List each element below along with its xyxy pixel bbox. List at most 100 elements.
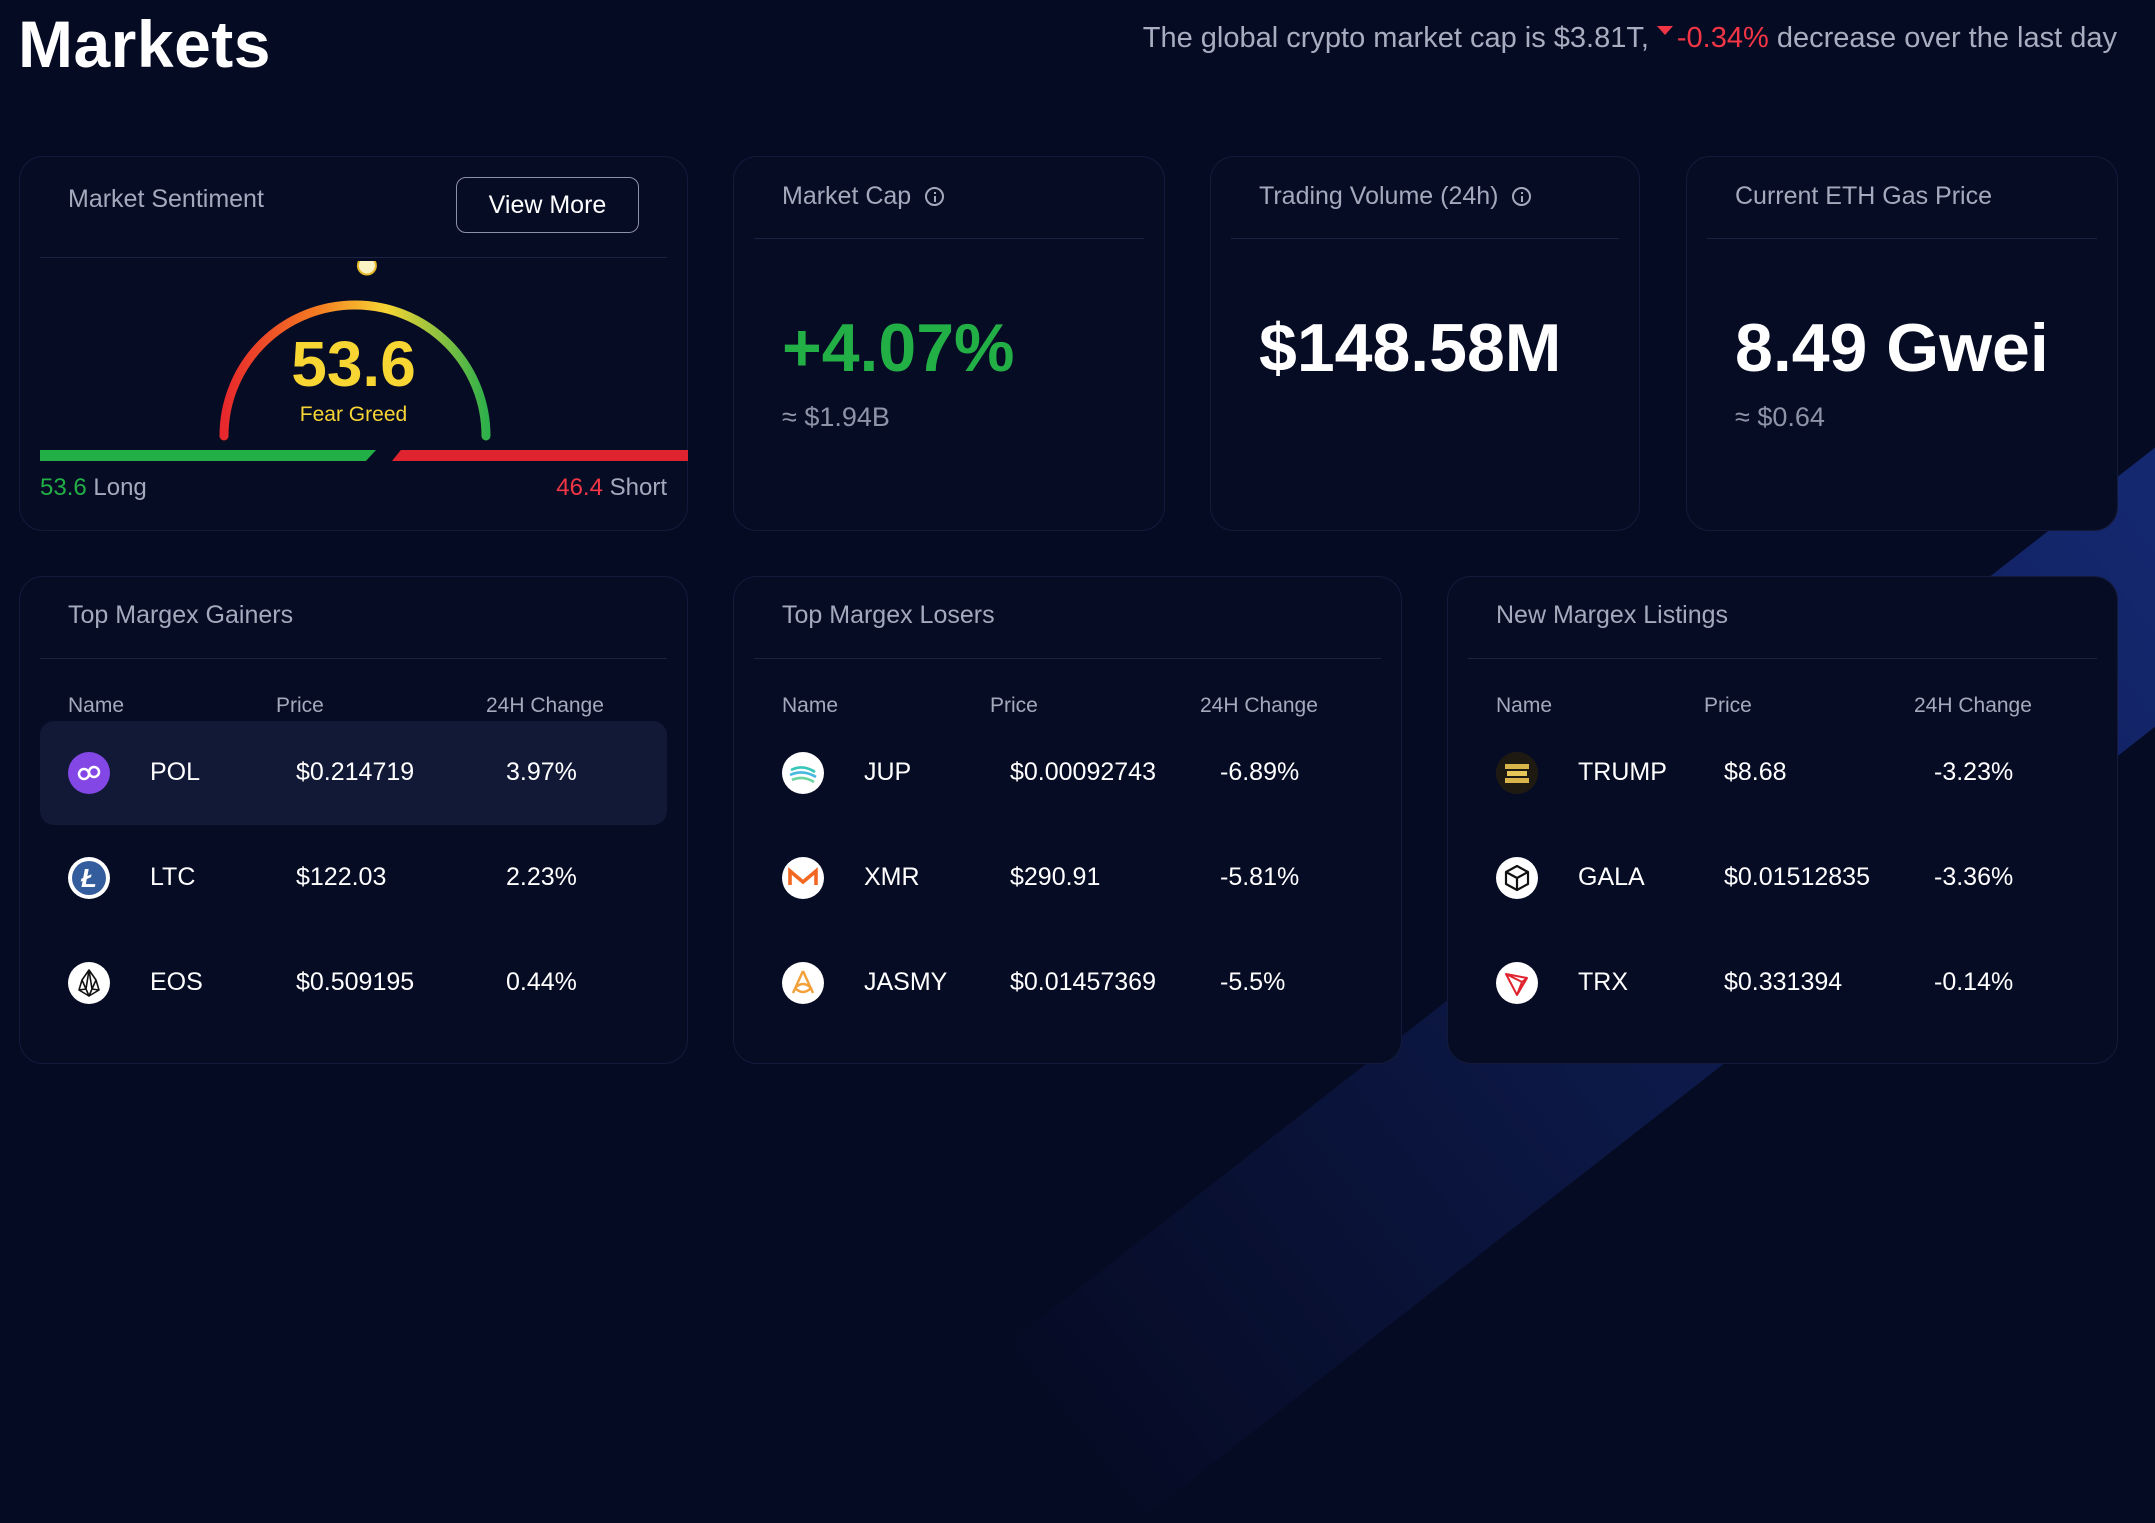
column-change-header: 24H Change bbox=[486, 694, 604, 717]
column-change-header: 24H Change bbox=[1914, 694, 2032, 717]
coin-price: $122.03 bbox=[296, 863, 387, 891]
short-value: 46.4 bbox=[556, 474, 603, 501]
card-header bbox=[1707, 157, 2097, 239]
table-row-pol[interactable]: POL $0.214719 3.97% bbox=[40, 721, 667, 825]
coin-change: -5.5% bbox=[1220, 968, 1286, 996]
page-title: Markets bbox=[18, 7, 271, 81]
info-icon[interactable] bbox=[925, 187, 945, 206]
gala-icon bbox=[1496, 857, 1538, 899]
sentiment-value: 53.6 bbox=[291, 328, 416, 400]
coin-change: 0.44% bbox=[506, 968, 577, 996]
card-title: Current ETH Gas Price bbox=[1735, 182, 1993, 210]
coin-price: $0.01512835 bbox=[1724, 863, 1870, 891]
coin-symbol: POL bbox=[150, 758, 201, 786]
gauge-indicator bbox=[356, 261, 377, 276]
long-ratio: 53.6 Long bbox=[40, 474, 147, 502]
coin-symbol: TRUMP bbox=[1578, 758, 1667, 786]
table-row-jasmy[interactable]: JASMY $0.01457369 -5.5% bbox=[754, 931, 1381, 1035]
card-header bbox=[40, 157, 667, 258]
card-header bbox=[1468, 577, 2097, 659]
card-header bbox=[40, 577, 667, 659]
fear-greed-gauge bbox=[219, 261, 491, 441]
headline-prefix: The global crypto market cap is $3.81T, bbox=[1142, 22, 1649, 54]
market-cap-change: +4.07% bbox=[782, 310, 1015, 386]
column-price-header: Price bbox=[1704, 694, 1752, 717]
card-header bbox=[1231, 157, 1619, 239]
short-ratio: 46.4 Short bbox=[556, 474, 667, 502]
coin-change: -3.36% bbox=[1934, 863, 2014, 891]
trading-volume-card: Trading Volume (24h) $148.58M bbox=[1210, 156, 1640, 531]
view-more-button[interactable]: View More bbox=[456, 177, 639, 233]
gauge-arc bbox=[219, 300, 491, 441]
short-label: Short bbox=[609, 474, 667, 501]
jup-icon bbox=[782, 752, 824, 794]
column-price-header: Price bbox=[276, 694, 324, 717]
coin-price: $0.214719 bbox=[296, 758, 415, 786]
new-listings-card: New Margex Listings Name Price 24H Chang… bbox=[1447, 576, 2118, 1064]
long-value: 53.6 bbox=[40, 474, 87, 501]
card-title: Market Cap bbox=[782, 182, 945, 211]
coin-change: -6.89% bbox=[1220, 758, 1300, 786]
table-row-trx[interactable]: TRX $0.331394 -0.14% bbox=[1468, 931, 2097, 1035]
ltc-icon: Ł bbox=[68, 857, 110, 899]
top-gainers-card: Top Margex Gainers Name Price 24H Change… bbox=[19, 576, 688, 1064]
eos-icon bbox=[68, 962, 110, 1004]
column-name-header: Name bbox=[1496, 694, 1553, 717]
sentiment-label: Fear Greed bbox=[299, 403, 408, 426]
table-row-xmr[interactable]: XMR $290.91 -5.81% bbox=[754, 826, 1381, 930]
coin-price: $0.01457369 bbox=[1010, 968, 1156, 996]
xmr-icon bbox=[782, 857, 824, 899]
coin-symbol: JASMY bbox=[864, 968, 948, 996]
coin-change: -3.23% bbox=[1934, 758, 2014, 786]
table-row-jup[interactable]: JUP $0.00092743 -6.89% bbox=[754, 721, 1381, 825]
card-title: Trading Volume (24h) bbox=[1259, 182, 1532, 211]
headline-suffix: decrease over the last day bbox=[1776, 22, 2117, 54]
card-header bbox=[754, 157, 1144, 239]
gas-price-value: 8.49 Gwei bbox=[1735, 310, 2049, 386]
coin-change: 3.97% bbox=[506, 758, 577, 786]
table-row-gala[interactable]: GALA $0.01512835 -3.36% bbox=[1468, 826, 2097, 930]
column-change-header: 24H Change bbox=[1200, 694, 1318, 717]
coin-price: $0.509195 bbox=[296, 968, 415, 996]
coin-symbol: EOS bbox=[150, 968, 203, 996]
column-price-header: Price bbox=[990, 694, 1038, 717]
table-row-trump[interactable]: TRUMP $8.68 -3.23% bbox=[1468, 721, 2097, 825]
market-cap-card: Market Cap +4.07% ≈ $1.94B bbox=[733, 156, 1165, 531]
table-row-ltc[interactable]: Ł LTC $122.03 2.23% bbox=[40, 826, 667, 930]
eth-gas-card: Current ETH Gas Price 8.49 Gwei ≈ $0.64 bbox=[1686, 156, 2118, 531]
market-cap-amount: ≈ $1.94B bbox=[782, 402, 890, 432]
coin-price: $0.331394 bbox=[1724, 968, 1843, 996]
coin-symbol: LTC bbox=[150, 863, 196, 891]
jasmy-icon bbox=[782, 962, 824, 1004]
pol-icon bbox=[68, 752, 110, 794]
market-sentiment-card: Market Sentiment View More 53.6 Fear Gre… bbox=[19, 156, 688, 531]
trx-icon bbox=[1496, 962, 1538, 1004]
trading-volume-value: $148.58M bbox=[1259, 310, 1562, 386]
coin-symbol: XMR bbox=[864, 863, 920, 891]
coin-symbol: GALA bbox=[1578, 863, 1645, 891]
coin-price: $290.91 bbox=[1010, 863, 1101, 891]
headline-change: -0.34% bbox=[1676, 22, 1769, 54]
market-headline: The global crypto market cap is $3.81T, -… bbox=[1143, 22, 2117, 55]
card-title: Top Margex Losers bbox=[782, 601, 995, 629]
card-title: Market Sentiment bbox=[68, 185, 264, 213]
short-bar bbox=[392, 450, 688, 461]
card-title-text: Market Cap bbox=[782, 182, 912, 210]
info-icon[interactable] bbox=[1512, 187, 1532, 206]
caret-down-icon bbox=[1656, 26, 1673, 35]
coin-change: -0.14% bbox=[1934, 968, 2014, 996]
gas-price-usd: ≈ $0.64 bbox=[1735, 402, 1825, 432]
card-title: Top Margex Gainers bbox=[68, 601, 294, 629]
coin-symbol: JUP bbox=[864, 758, 912, 786]
coin-price: $0.00092743 bbox=[1010, 758, 1156, 786]
coin-change: 2.23% bbox=[506, 863, 577, 891]
trump-icon bbox=[1496, 752, 1538, 794]
coin-change: -5.81% bbox=[1220, 863, 1300, 891]
coin-symbol: TRX bbox=[1578, 968, 1628, 996]
column-name-header: Name bbox=[68, 694, 125, 717]
card-title: New Margex Listings bbox=[1496, 601, 1729, 629]
table-row-eos[interactable]: EOS $0.509195 0.44% bbox=[40, 931, 667, 1035]
card-header bbox=[754, 577, 1381, 659]
top-losers-card: Top Margex Losers Name Price 24H Change … bbox=[733, 576, 1402, 1064]
long-label: Long bbox=[93, 474, 147, 501]
